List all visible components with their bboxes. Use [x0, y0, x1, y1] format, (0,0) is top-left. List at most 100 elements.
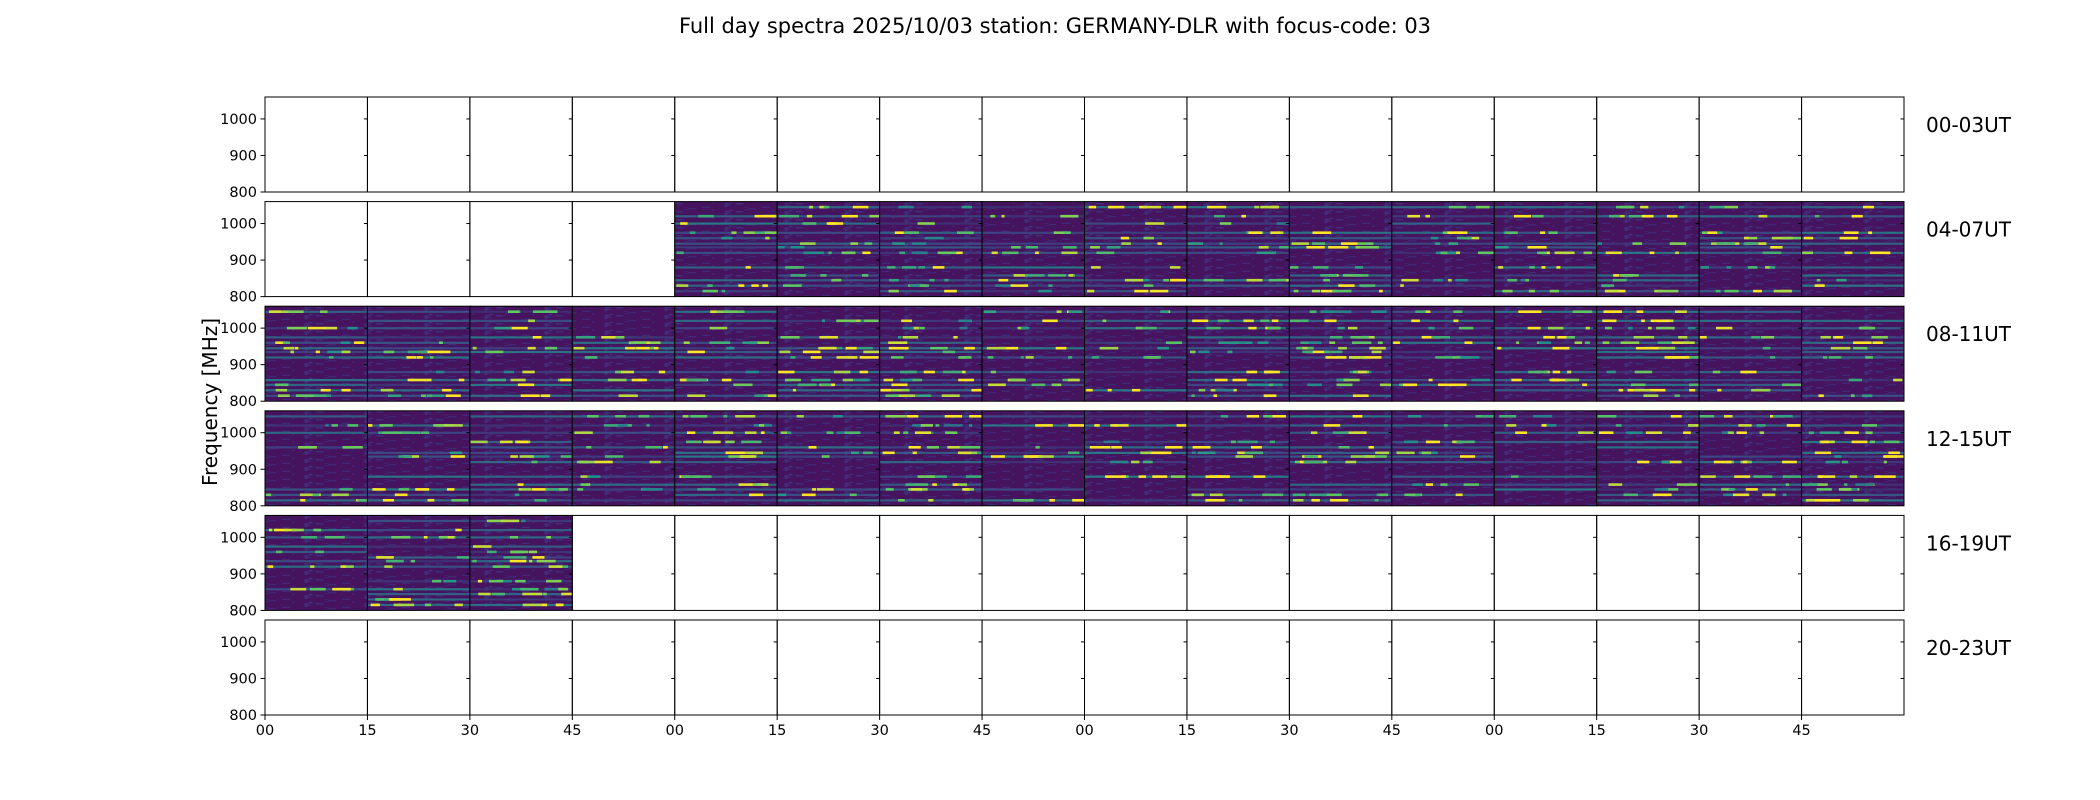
emission-band	[1289, 274, 1392, 277]
x-tick-label: 45	[1792, 723, 1810, 739]
emission-burst	[1312, 242, 1325, 245]
emission-burst	[741, 440, 762, 444]
emission-burst	[1310, 431, 1318, 434]
emission-burst	[1736, 431, 1747, 434]
emission-burst	[536, 559, 556, 563]
emission-burst	[310, 565, 315, 568]
emission-band	[879, 231, 983, 234]
emission-burst	[295, 346, 299, 350]
emission-burst	[1326, 350, 1343, 354]
emission-band	[1186, 284, 1290, 287]
emission-burst	[1753, 475, 1773, 478]
spectrum-panel	[1698, 619, 1803, 716]
emission-burst	[342, 446, 355, 449]
emission-burst	[529, 559, 533, 563]
emission-band	[469, 529, 573, 532]
emission-band	[982, 415, 1085, 418]
emission-burst	[1356, 242, 1374, 245]
emission-burst	[1683, 356, 1703, 359]
emission-burst	[988, 383, 1006, 387]
emission-burst	[1707, 231, 1718, 234]
emission-band	[1289, 206, 1392, 209]
emission-band	[469, 461, 573, 464]
emission-band	[1494, 231, 1597, 234]
spectrum-panel	[1698, 305, 1804, 402]
emission-burst	[1312, 231, 1332, 234]
emission-burst	[1604, 289, 1619, 293]
emission-band	[674, 279, 778, 282]
spectrum-panel	[981, 305, 1085, 402]
emission-burst	[1048, 274, 1067, 277]
emission-burst	[458, 378, 465, 382]
emission-burst	[1657, 289, 1679, 293]
panel-frame	[1596, 514, 1700, 611]
emission-burst	[1440, 483, 1448, 486]
spectrum-panel	[981, 514, 1085, 611]
panel-frame	[1801, 619, 1905, 716]
row-time-label: 20-23UT	[1926, 636, 2012, 660]
emission-band	[572, 455, 675, 458]
emission-band	[879, 389, 983, 392]
emission-burst	[1728, 488, 1736, 491]
emission-band	[265, 310, 368, 313]
emission-band	[469, 431, 573, 434]
emission-burst	[1552, 346, 1570, 350]
emission-burst	[331, 493, 349, 497]
emission-band	[469, 603, 573, 607]
spectrum-panel	[366, 201, 471, 298]
emission-burst	[943, 424, 963, 427]
spectrum-panel	[776, 410, 881, 507]
emission-burst	[687, 394, 706, 397]
emission-burst	[1341, 242, 1358, 245]
emission-burst	[1814, 214, 1820, 218]
emission-band	[879, 206, 983, 209]
emission-band	[1699, 310, 1802, 313]
emission-burst	[1311, 289, 1321, 293]
spectrum-panel	[1391, 514, 1495, 611]
emission-burst	[1431, 336, 1450, 339]
y-tick-label: 800	[229, 185, 257, 201]
emission-burst	[1724, 289, 1739, 293]
emission-burst	[1819, 431, 1840, 434]
emission-burst	[1765, 266, 1774, 269]
emission-band	[1391, 310, 1495, 313]
emission-band	[674, 371, 778, 374]
emission-burst	[777, 493, 786, 497]
spectrum-panel	[366, 96, 471, 193]
emission-burst	[1661, 460, 1670, 464]
emission-band	[367, 580, 470, 583]
emission-band	[367, 598, 470, 601]
emission-burst	[883, 378, 894, 382]
emission-burst	[1359, 246, 1379, 249]
emission-burst	[406, 356, 417, 359]
emission-burst	[820, 383, 832, 387]
emission-burst	[1348, 326, 1358, 330]
emission-band	[572, 475, 675, 478]
spectrum-panel	[264, 305, 368, 402]
emission-burst	[1042, 319, 1058, 323]
emission-burst	[917, 475, 935, 478]
emission-burst	[1848, 378, 1863, 382]
panel-frame	[1493, 514, 1598, 611]
emission-burst	[478, 592, 491, 596]
emission-band	[1084, 237, 1187, 240]
emission-burst	[497, 579, 512, 583]
emission-burst	[1303, 460, 1324, 464]
emission-burst	[1214, 378, 1228, 382]
emission-band	[1699, 493, 1802, 496]
emission-burst	[300, 493, 321, 497]
emission-burst	[327, 350, 348, 354]
emission-burst	[1110, 460, 1129, 464]
emission-burst	[1773, 289, 1792, 293]
emission-band	[1289, 242, 1392, 245]
spectrum-panel	[1801, 619, 1905, 716]
emission-burst	[780, 336, 800, 339]
emission-burst	[1657, 341, 1675, 344]
panel-frame	[1493, 619, 1598, 716]
emission-burst	[1869, 440, 1875, 444]
emission-band	[674, 356, 778, 359]
emission-band	[674, 424, 778, 427]
panel-frame	[469, 96, 573, 193]
emission-burst	[315, 550, 324, 554]
emission-burst	[1170, 475, 1185, 478]
